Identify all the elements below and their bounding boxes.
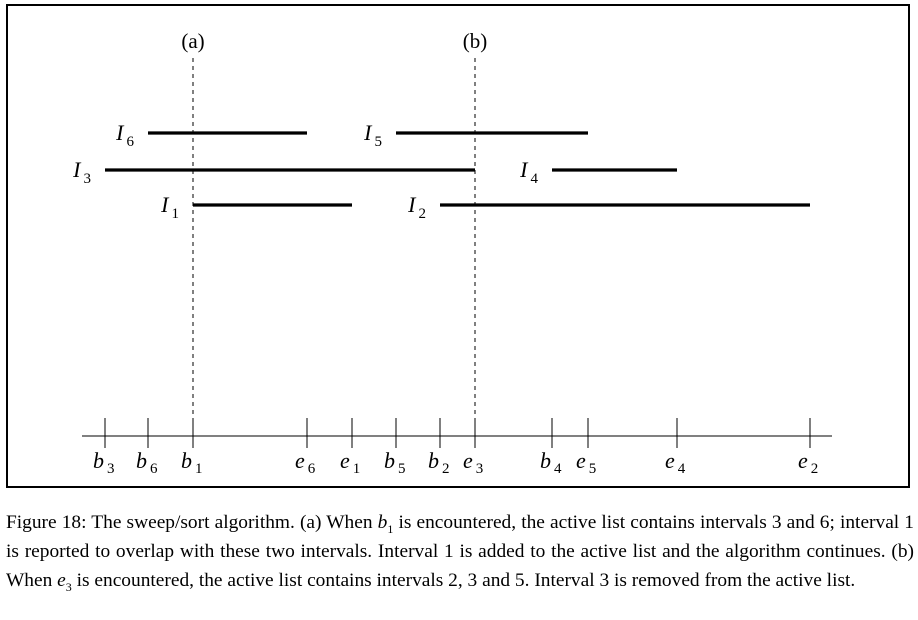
tick-label-e6-subscript: 6 bbox=[308, 461, 316, 477]
caption-text-2: is encountered, the active list contains… bbox=[6, 512, 914, 591]
caption-sub-3: 3 bbox=[65, 579, 72, 594]
interval-label-3-subscript: 3 bbox=[84, 171, 92, 187]
tick-label-e5-subscript: 5 bbox=[589, 461, 597, 477]
caption-var-b: b bbox=[377, 512, 388, 533]
interval-label-4-letter: I bbox=[519, 157, 529, 182]
tick-label-b3-subscript: 3 bbox=[107, 461, 115, 477]
interval-label-3-letter: I bbox=[72, 157, 82, 182]
tick-label-e4-letter: e bbox=[665, 448, 675, 473]
sweep-label-0: (a) bbox=[181, 29, 204, 53]
interval-label-4-subscript: 4 bbox=[531, 171, 539, 187]
interval-label-1-letter: I bbox=[160, 192, 170, 217]
interval-label-5-subscript: 5 bbox=[375, 134, 383, 150]
intervals: I 6 I 5I 3 I 4I 1 I 2 bbox=[72, 120, 810, 222]
tick-label-e5-letter: e bbox=[576, 448, 586, 473]
tick-label-e1-subscript: 1 bbox=[353, 461, 361, 477]
tick-label-b1-subscript: 1 bbox=[195, 461, 203, 477]
figure-frame bbox=[6, 4, 910, 488]
tick-label-b6-letter: b bbox=[136, 448, 147, 473]
tick-label-e4-subscript: 4 bbox=[678, 461, 686, 477]
tick-label-e3-letter: e bbox=[463, 448, 473, 473]
interval-label-5-letter: I bbox=[363, 120, 373, 145]
tick-label-b2-subscript: 2 bbox=[442, 461, 450, 477]
tick-label-b2-letter: b bbox=[428, 448, 439, 473]
tick-label-e2-letter: e bbox=[798, 448, 808, 473]
tick-label-b4-subscript: 4 bbox=[554, 461, 562, 477]
interval-label-6-subscript: 6 bbox=[127, 134, 135, 150]
tick-label-e3-subscript: 3 bbox=[476, 461, 484, 477]
tick-label-b4-letter: b bbox=[540, 448, 551, 473]
tick-label-e2-subscript: 2 bbox=[811, 461, 819, 477]
tick-label-e6-letter: e bbox=[295, 448, 305, 473]
interval-label-2-letter: I bbox=[407, 192, 417, 217]
caption-sub-1: 1 bbox=[387, 521, 394, 536]
tick-label-b5-subscript: 5 bbox=[398, 461, 406, 477]
tick-label-b1-letter: b bbox=[181, 448, 192, 473]
interval-label-1-subscript: 1 bbox=[172, 206, 180, 222]
caption-text-3: is encountered, the active list contains… bbox=[71, 570, 856, 591]
sweep-label-1: (b) bbox=[463, 29, 488, 53]
interval-label-2-subscript: 2 bbox=[419, 206, 427, 222]
caption-var-e: e bbox=[57, 570, 66, 591]
tick-label-b3-letter: b bbox=[93, 448, 104, 473]
interval-label-6-letter: I bbox=[115, 120, 125, 145]
sweep-lines: (a) (b) bbox=[181, 29, 487, 448]
tick-label-b5-letter: b bbox=[384, 448, 395, 473]
figure-caption: Figure 18: The sweep/sort algorithm. (a)… bbox=[6, 508, 914, 595]
caption-text-1: Figure 18: The sweep/sort algorithm. (a)… bbox=[6, 512, 378, 533]
tick-label-e1-letter: e bbox=[340, 448, 350, 473]
tick-label-b6-subscript: 6 bbox=[150, 461, 158, 477]
